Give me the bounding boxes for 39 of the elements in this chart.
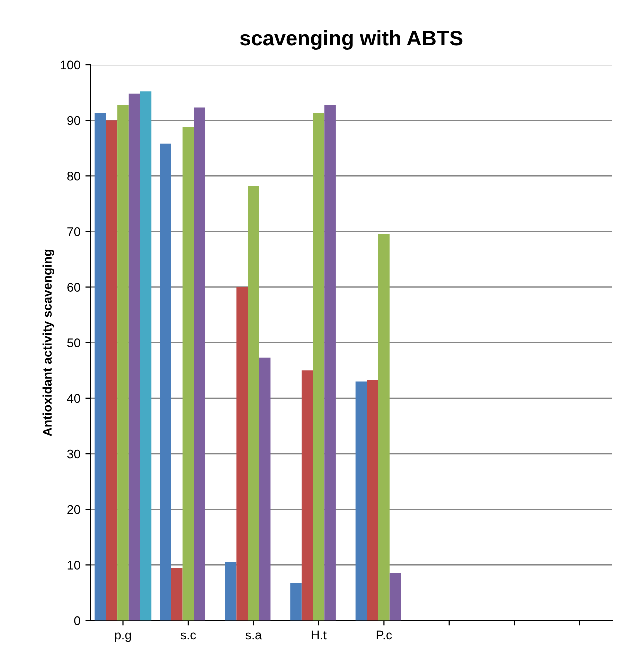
bar: [367, 380, 379, 621]
y-tick-label: 30: [67, 450, 80, 459]
y-tick-label: 20: [68, 505, 80, 514]
x-tick-label: P.c: [376, 630, 392, 640]
bar: [302, 370, 314, 621]
y-tick-label: 100: [61, 60, 80, 70]
y-tick-label: 90: [68, 116, 80, 126]
bar: [171, 568, 183, 621]
chart-title: scavenging with ABTS: [240, 30, 463, 50]
bar: [118, 105, 129, 621]
bar: [248, 186, 260, 621]
x-tick-label: s.c: [180, 632, 196, 640]
bar: [182, 127, 194, 621]
bar: [236, 287, 248, 621]
bar: [259, 358, 271, 621]
bar: [390, 574, 402, 621]
y-tick-label: 80: [68, 172, 80, 181]
bar: [160, 144, 172, 621]
bar: [106, 120, 118, 621]
bar: [356, 382, 368, 621]
bar: [194, 108, 206, 621]
bar: [128, 94, 140, 621]
bar: [313, 113, 325, 621]
y-tick-label: 10: [68, 560, 80, 570]
bar: [225, 562, 237, 621]
y-axis-title: Antioxidant activity scavenging: [42, 250, 54, 436]
x-tick-label: s.a: [246, 632, 262, 640]
bar: [94, 113, 106, 621]
y-tick-label: 0: [74, 616, 80, 626]
bar: [378, 234, 390, 621]
y-tick-label: 60: [68, 283, 80, 292]
bar: [140, 92, 152, 621]
y-tick-label: 40: [67, 394, 80, 404]
bar: [290, 582, 302, 621]
x-tick-label: H.t: [312, 630, 327, 640]
y-tick-label: 50: [68, 338, 80, 348]
x-tick-label: p.g: [115, 632, 132, 642]
bar: [324, 105, 336, 621]
y-tick-label: 70: [68, 228, 80, 236]
